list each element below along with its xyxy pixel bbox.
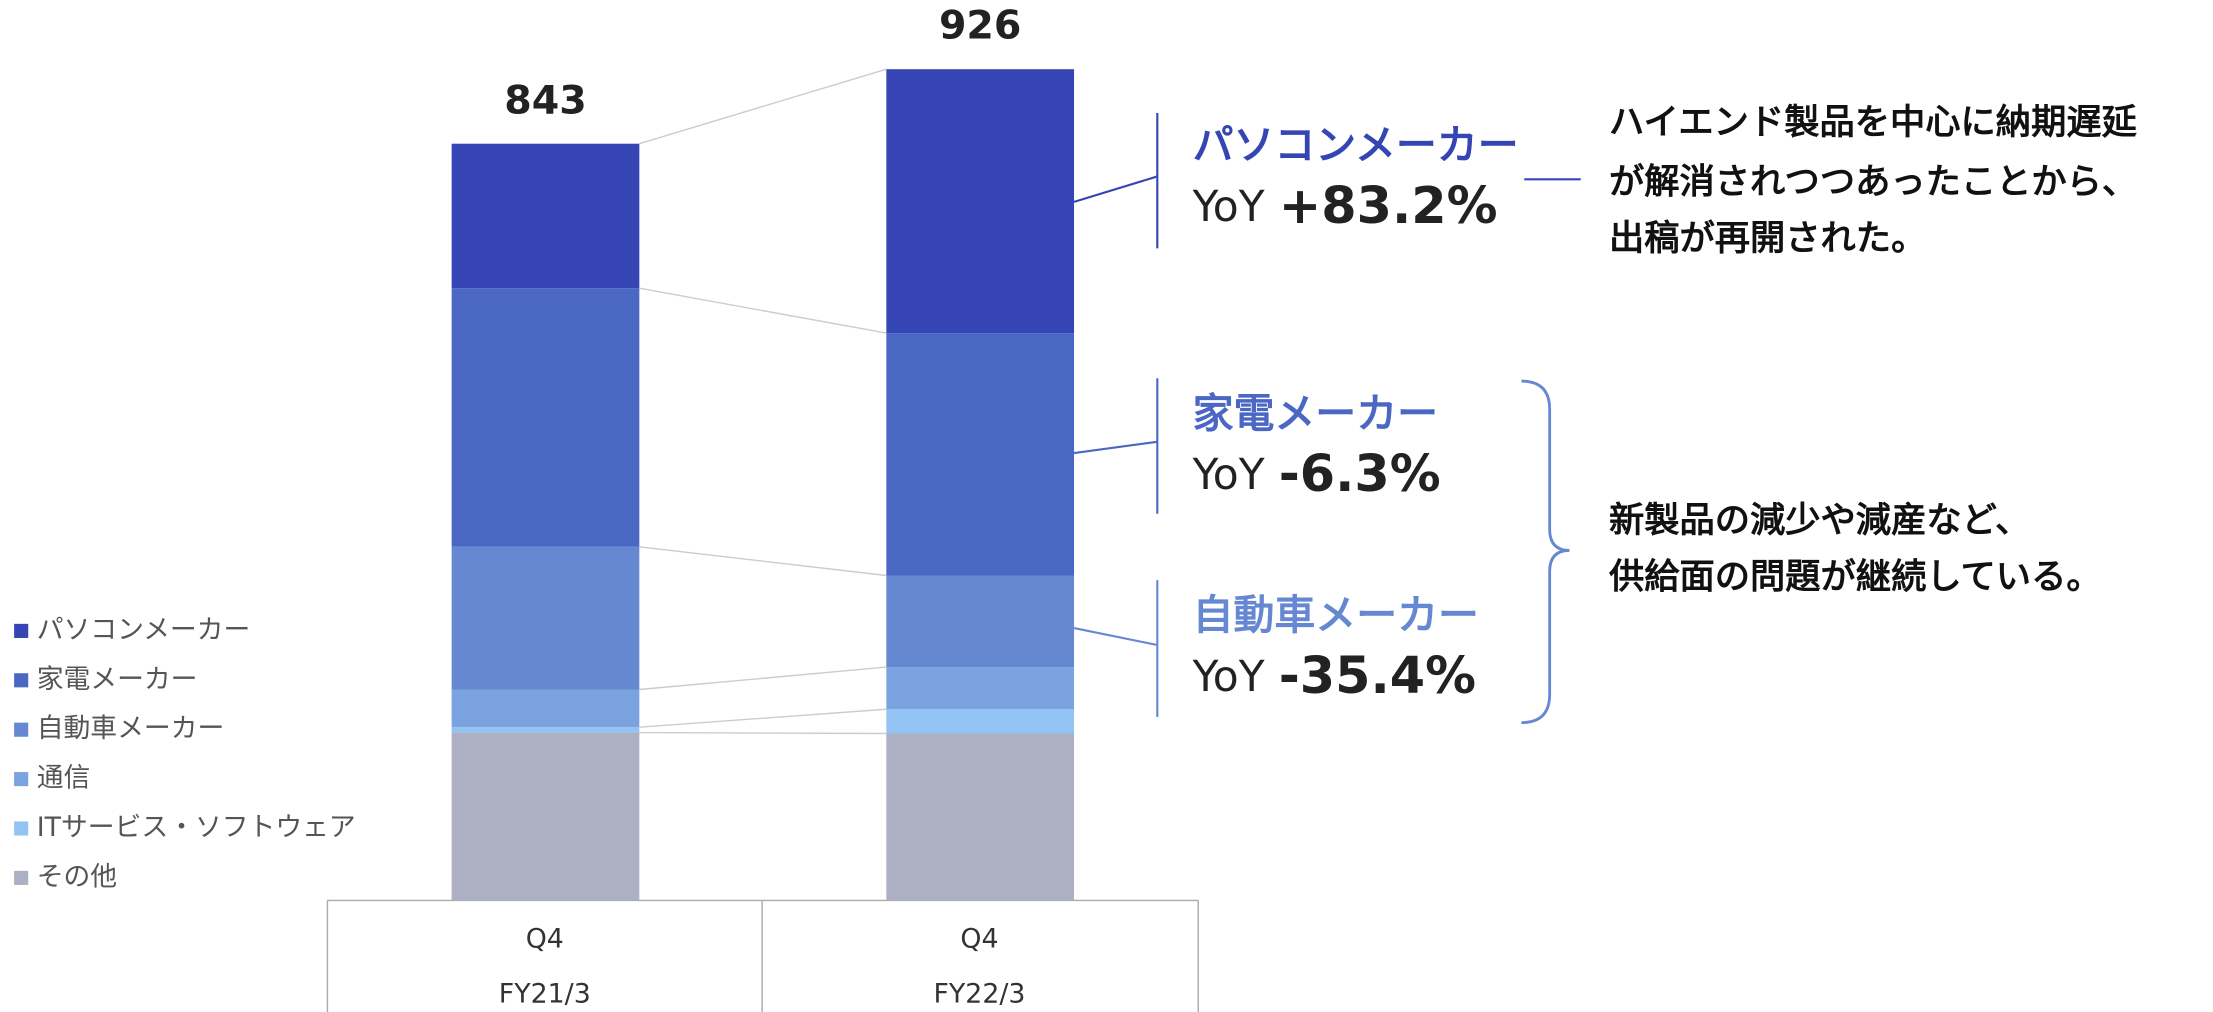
legend-swatch xyxy=(14,870,29,885)
legend-label: ITサービス・ソフトウェア xyxy=(37,812,356,843)
legend-swatch xyxy=(14,772,29,787)
bar-segment xyxy=(886,575,1075,668)
total-label: 843 xyxy=(504,77,586,123)
bar-segment xyxy=(886,69,1075,334)
legend-label: 家電メーカー xyxy=(37,664,198,695)
bar-segment xyxy=(451,732,640,901)
legend-label: 通信 xyxy=(37,763,91,794)
brace xyxy=(1521,379,1570,725)
bar-segment xyxy=(886,733,1075,901)
legend-swatch xyxy=(14,673,29,688)
x-tick-label: FY22/3 xyxy=(933,979,1025,1010)
connector xyxy=(639,287,887,334)
bar-segment xyxy=(451,288,640,547)
legend-label: パソコンメーカー xyxy=(37,614,251,645)
connector xyxy=(639,68,887,145)
x-tick-label: FY21/3 xyxy=(499,979,591,1010)
annotation-title: 家電メーカー xyxy=(1193,389,1438,437)
connector xyxy=(639,708,887,728)
yoy-value: -35.4% xyxy=(1279,646,1476,705)
note-text: 供給面の問題が継続している。 xyxy=(1609,557,2102,598)
total-label: 926 xyxy=(939,3,1021,49)
bar-segment xyxy=(451,143,640,289)
legend-swatch xyxy=(14,623,29,638)
note-text: 新製品の減少や減産など、 xyxy=(1609,500,2030,541)
x-tick-label: Q4 xyxy=(526,923,564,954)
connector xyxy=(639,731,887,735)
yoy-value: -6.3% xyxy=(1279,444,1441,503)
x-axis-frame xyxy=(326,899,1199,1012)
note-text: ハイエンド製品を中心に納期遅延 xyxy=(1609,102,2138,143)
x-tick-label: Q4 xyxy=(960,923,998,954)
bar-segment xyxy=(451,727,640,733)
bar-segment xyxy=(886,709,1075,734)
bar-segment xyxy=(451,546,640,690)
note-text: 出稿が再開された。 xyxy=(1609,218,1926,259)
annotation-title: パソコンメーカー xyxy=(1193,121,1519,169)
annotation-yoy: YoY -35.4% xyxy=(1192,646,1476,705)
yoy-value: +83.2% xyxy=(1279,176,1498,235)
yoy-label: YoY xyxy=(1192,181,1265,230)
leader-line xyxy=(1073,627,1158,647)
annotation-yoy: YoY +83.2% xyxy=(1192,176,1498,235)
annotation-shapes xyxy=(1073,112,1581,725)
yoy-label: YoY xyxy=(1192,450,1265,499)
bar-segment xyxy=(451,689,640,728)
legend-label: その他 xyxy=(37,861,117,892)
legend-swatch xyxy=(14,821,29,836)
connector xyxy=(639,546,887,577)
leader-line xyxy=(1073,440,1158,455)
yoy-label: YoY xyxy=(1192,651,1265,700)
annotation-yoy: YoY -6.3% xyxy=(1192,444,1441,503)
connector xyxy=(639,666,887,691)
leader-line xyxy=(1073,175,1158,203)
bar-segment xyxy=(886,667,1075,710)
bar-segment xyxy=(886,333,1075,576)
legend-swatch xyxy=(14,722,29,737)
note-text: が解消されつつあったことから、 xyxy=(1609,162,2137,203)
legend-label: 自動車メーカー xyxy=(37,713,225,744)
annotation-title: 自動車メーカー xyxy=(1193,591,1479,639)
